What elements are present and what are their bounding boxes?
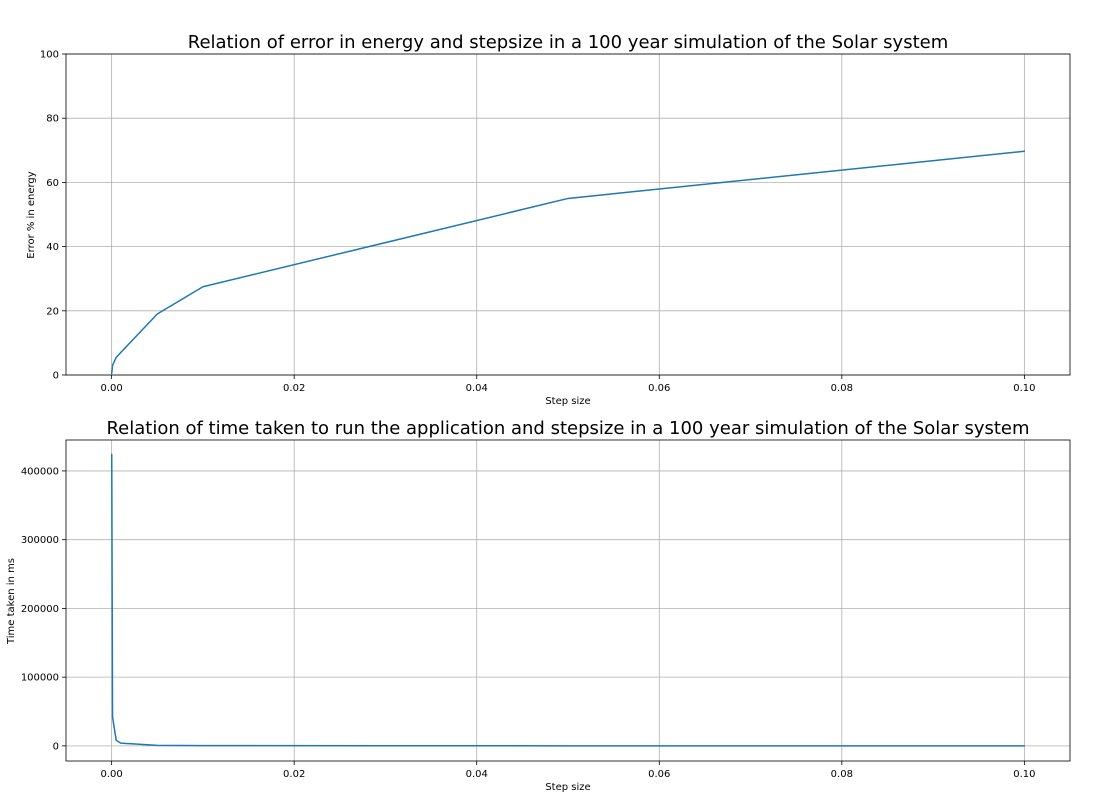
energy-error-y-tick-label: 40	[46, 242, 59, 253]
runtime-y-tick-label: 0	[53, 741, 59, 752]
runtime-y-tick-label: 300000	[21, 535, 59, 546]
runtime-x-tick-label: 0.04	[466, 769, 488, 780]
energy-error-y-tick-label: 0	[53, 371, 59, 382]
energy-error-chart: 0.00 0.02 0.04 0.06 0.08 0.10 0 20 40 60 80 100 Rel…	[26, 32, 1071, 407]
runtime-x-tick-label: 0.00	[101, 769, 123, 780]
runtime-x-tick-label: 0.06	[648, 769, 670, 780]
energy-error-y-tick-label: 100	[40, 50, 59, 61]
energy-error-y-tick-label: 80	[46, 114, 59, 125]
energy-error-line	[110, 150, 1026, 375]
energy-error-ticks: 0.00 0.02 0.04 0.06 0.08 0.10 0 20 40 60 80 100	[40, 50, 1036, 395]
energy-error-chart-title: Relation of error in energy and stepsize…	[188, 32, 948, 53]
energy-error-y-tick-label: 60	[46, 178, 59, 189]
runtime-y-axis-label: Time taken in ms	[6, 558, 17, 645]
runtime-line	[110, 453, 1026, 747]
energy-error-x-tick-label: 0.10	[1013, 383, 1035, 394]
energy-error-y-axis-label: Error % in energy	[26, 171, 37, 258]
runtime-x-tick-label: 0.02	[283, 769, 305, 780]
energy-error-y-tick-label: 20	[46, 306, 59, 317]
runtime-y-tick-label: 200000	[21, 604, 59, 615]
runtime-plot-frame	[65, 439, 1071, 762]
runtime-x-tick-label: 0.08	[831, 769, 853, 780]
energy-error-x-tick-label: 0.00	[101, 383, 123, 394]
runtime-chart: 0.00 0.02 0.04 0.06 0.08 0.10 0 100000 200000 300…	[6, 418, 1071, 793]
energy-error-x-tick-label: 0.06	[648, 383, 670, 394]
energy-error-x-tick-label: 0.02	[283, 383, 305, 394]
runtime-y-tick-label: 100000	[21, 673, 59, 684]
runtime-x-tick-label: 0.10	[1013, 769, 1035, 780]
runtime-x-axis-label: Step size	[545, 782, 590, 793]
energy-error-x-tick-label: 0.04	[466, 383, 488, 394]
energy-error-plot-frame	[65, 53, 1071, 376]
energy-error-x-axis-label: Step size	[545, 396, 590, 407]
runtime-chart-title: Relation of time taken to run the applic…	[106, 418, 1029, 439]
runtime-y-tick-label: 400000	[21, 466, 59, 477]
runtime-ticks: 0.00 0.02 0.04 0.06 0.08 0.10 0 100000 200000 300…	[21, 466, 1036, 780]
energy-error-x-tick-label: 0.08	[831, 383, 853, 394]
